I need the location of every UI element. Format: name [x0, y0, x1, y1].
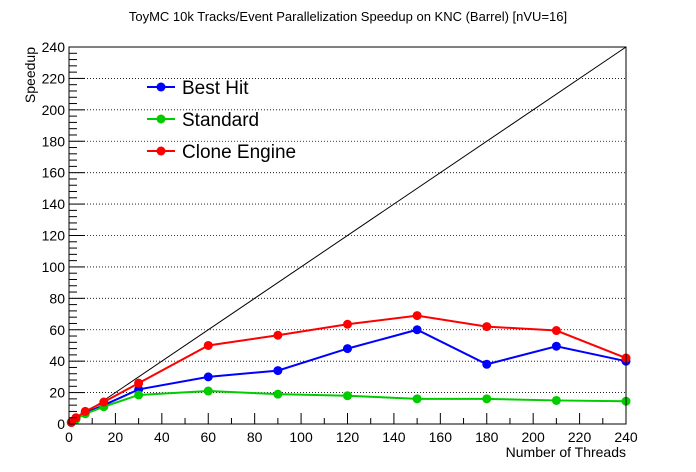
y-axis: 0 20 40 60 80 100 120 140 160 180 200 220 240 [42, 39, 85, 432]
y-axis-label: Speedup [22, 47, 38, 103]
y-tick-label: 100 [42, 259, 66, 275]
x-tick-label: 180 [475, 429, 499, 445]
data-point [203, 372, 213, 382]
reference-line [68, 46, 627, 425]
data-point [482, 359, 492, 369]
x-tick-label: 40 [154, 429, 170, 445]
data-point [99, 397, 109, 407]
x-tick-label: 80 [247, 429, 263, 445]
y-tick-label: 60 [49, 322, 65, 338]
data-point [482, 322, 492, 332]
data-point [273, 366, 283, 376]
data-point [80, 406, 90, 416]
data-point [343, 319, 352, 329]
legend-marker [156, 146, 166, 156]
y-tick-label: 40 [49, 353, 65, 369]
data-point [134, 390, 144, 400]
x-tick-label: 120 [336, 429, 360, 445]
data-point [203, 386, 213, 396]
data-point [343, 344, 352, 354]
data-point [482, 394, 492, 404]
data-point [551, 341, 561, 351]
data-point [412, 394, 422, 404]
x-tick-label: 240 [614, 429, 638, 445]
data-point [412, 311, 422, 321]
legend-marker [156, 82, 166, 92]
x-tick-label: 160 [429, 429, 453, 445]
x-tick-label: 100 [289, 429, 313, 445]
data-point [134, 378, 144, 388]
series-layer [66, 311, 631, 427]
y-tick-label: 200 [42, 102, 66, 118]
y-tick-label: 120 [42, 228, 66, 244]
y-tick-label: 80 [49, 290, 65, 306]
series-line [70, 314, 627, 424]
x-tick-label: 200 [521, 429, 545, 445]
legend-label: Best Hit [182, 78, 249, 99]
x-axis: 0 20 40 60 80 100 120 140 160 180 200 220 240 [65, 413, 638, 445]
data-point [273, 330, 283, 340]
data-point [273, 389, 283, 399]
legend: Best Hit Standard Clone Engine [147, 78, 296, 163]
x-tick-label: 140 [382, 429, 406, 445]
legend-marker [156, 114, 166, 124]
x-axis-label: Number of Threads [506, 444, 626, 460]
data-point [551, 326, 561, 336]
x-tick-label: 220 [568, 429, 592, 445]
x-tick-label: 0 [65, 429, 73, 445]
series-line [70, 328, 627, 424]
y-tick-label: 20 [49, 385, 65, 401]
data-point [203, 340, 213, 350]
legend-label: Clone Engine [182, 142, 296, 163]
y-tick-label: 160 [42, 165, 66, 181]
x-tick-label: 60 [200, 429, 216, 445]
y-tick-label: 140 [42, 196, 66, 212]
y-tick-label: 0 [57, 416, 65, 432]
chart-title: ToyMC 10k Tracks/Event Parallelization S… [129, 9, 567, 24]
y-tick-label: 240 [42, 39, 66, 55]
data-point [551, 395, 561, 405]
legend-label: Standard [182, 110, 259, 131]
y-tick-label: 220 [42, 70, 66, 86]
data-point [412, 325, 422, 335]
x-tick-label: 20 [108, 429, 124, 445]
data-point [343, 391, 352, 401]
y-tick-label: 180 [42, 133, 66, 149]
